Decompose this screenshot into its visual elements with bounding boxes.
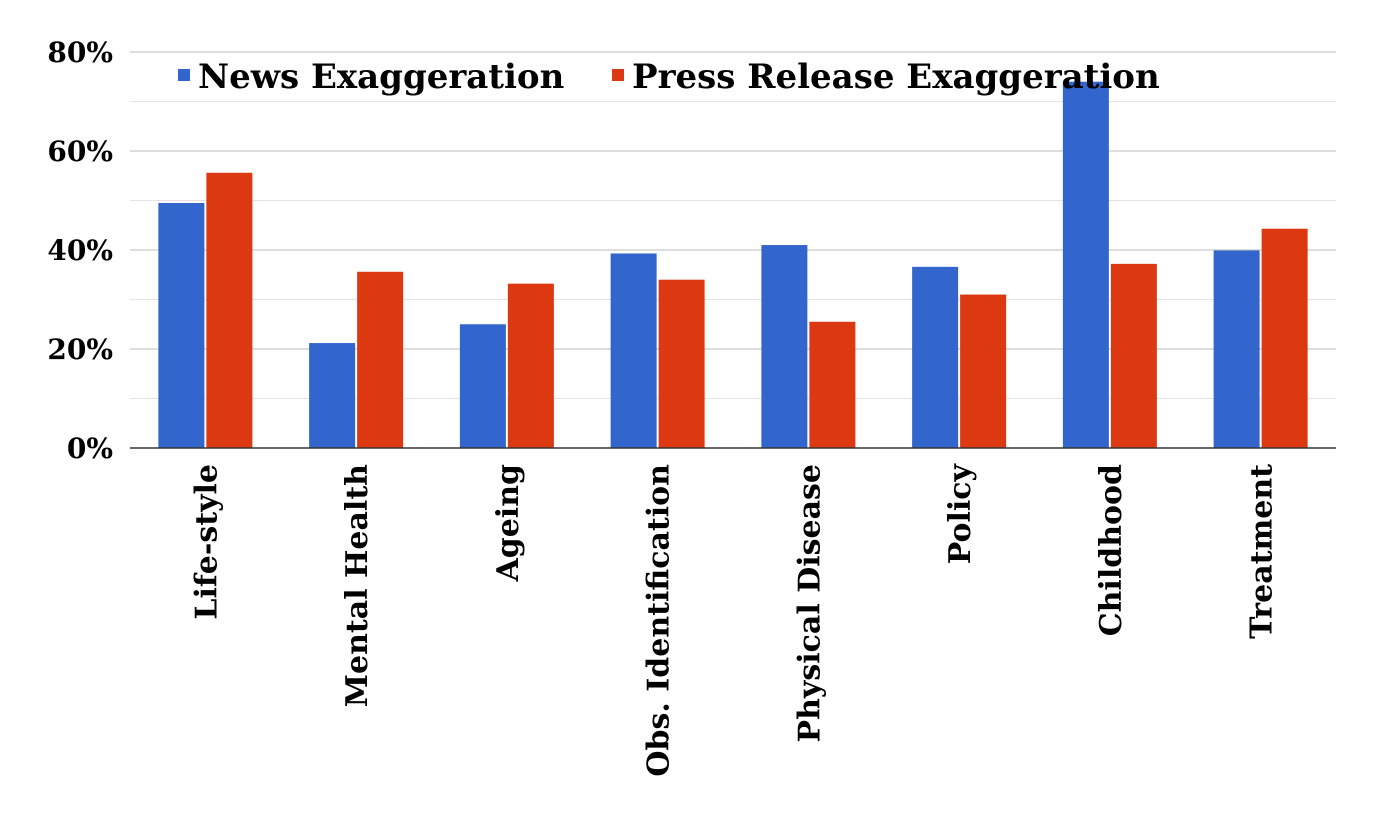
bar-news-physical-disease [761, 245, 808, 448]
bar-press-release-physical-disease [809, 321, 856, 448]
x-category-label-mental-health: Mental Health [340, 464, 375, 707]
legend-swatch-press-release-exaggeration [612, 69, 624, 81]
bar-news-treatment [1213, 250, 1260, 448]
x-category-label-treatment: Treatment [1245, 464, 1280, 639]
bar-press-release-life-style [206, 172, 253, 448]
x-category-label-life-style: Life-style [189, 464, 224, 620]
y-axis-tick-labels: 0% 20% 40% 60% 80% [47, 36, 113, 465]
bar-news-policy [912, 266, 959, 448]
y-tick-label: 20% [47, 333, 113, 366]
bar-press-release-policy [960, 294, 1007, 448]
bar-news-childhood [1062, 81, 1109, 448]
bar-news-mental-health [309, 343, 356, 448]
x-category-label-childhood: Childhood [1094, 464, 1129, 636]
x-category-label-ageing: Ageing [491, 464, 526, 583]
y-tick-label: 60% [47, 135, 113, 168]
x-category-label-physical-disease: Physical Disease [792, 464, 827, 742]
bar-news-obs-identification [610, 253, 657, 448]
legend-label-press-release-exaggeration: Press Release Exaggeration [632, 57, 1160, 97]
bar-press-release-ageing [507, 283, 554, 448]
legend-label-news-exaggeration: News Exaggeration [198, 57, 564, 97]
x-axis-category-labels: Life-style Mental Health Ageing Obs. Identi… [189, 462, 1279, 776]
bars [158, 81, 1308, 448]
legend: News Exaggeration Press Release Exaggera… [178, 57, 1160, 97]
bar-press-release-childhood [1110, 263, 1157, 448]
y-tick-label: 80% [47, 36, 113, 69]
y-tick-label: 40% [47, 234, 113, 267]
bar-news-ageing [459, 324, 506, 448]
bar-press-release-mental-health [357, 271, 404, 448]
bar-press-release-treatment [1261, 228, 1308, 448]
y-tick-label: 0% [67, 432, 113, 465]
legend-swatch-news-exaggeration [178, 69, 190, 81]
x-category-label-policy: Policy [943, 462, 978, 564]
x-category-label-obs-identification: Obs. Identification [642, 464, 677, 777]
bar-press-release-obs-identification [658, 279, 705, 448]
bar-news-life-style [158, 202, 205, 448]
